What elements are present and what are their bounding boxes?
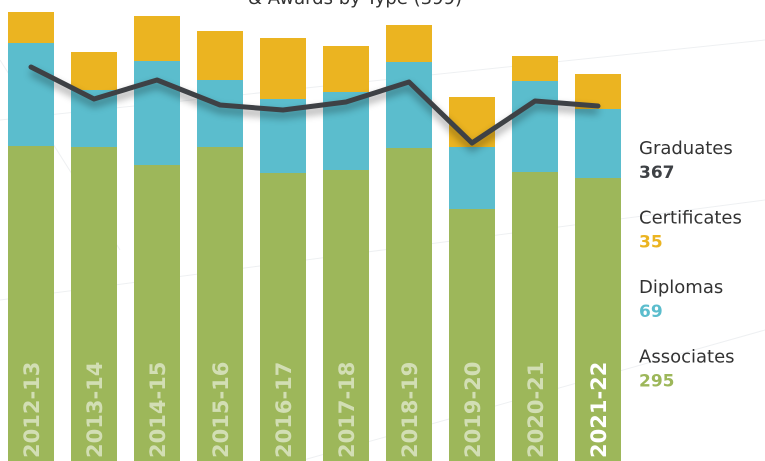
year-label: 2021-22 (587, 362, 611, 458)
legend-value: 367 (639, 163, 675, 183)
line-shadow (29, 69, 599, 152)
bar-segment (134, 61, 180, 165)
year-label: 2016-17 (272, 362, 296, 458)
legend-name: Certificates (639, 208, 742, 229)
year-label: 2013-14 (83, 362, 107, 458)
legend-value: 35 (639, 233, 663, 253)
bar-segment (386, 25, 432, 62)
bar-segment (260, 38, 306, 99)
bar-segment (449, 147, 495, 209)
legend-name: Associates (639, 347, 735, 368)
bar-segment (71, 147, 117, 461)
bar-segment (134, 165, 180, 461)
bar-segment (8, 12, 54, 43)
legend-name: Diplomas (639, 277, 723, 298)
year-label: 2018-19 (398, 362, 422, 458)
bar-segment (512, 81, 558, 172)
year-label: 2020-21 (524, 362, 548, 458)
year-label: 2015-16 (209, 362, 233, 458)
bar-segment (512, 172, 558, 461)
bar-segment (386, 148, 432, 461)
legend-value: 69 (639, 302, 663, 322)
bar-segment (512, 56, 558, 81)
legend-value: 295 (639, 372, 675, 392)
bar-segment (134, 16, 180, 61)
bar-segment (260, 173, 306, 461)
year-label: 2017-18 (335, 362, 359, 458)
legend-name: Graduates (639, 138, 733, 159)
bar-segment (71, 52, 117, 90)
bar-segment (449, 209, 495, 461)
bar-segment (323, 170, 369, 461)
year-label: 2012-13 (20, 362, 44, 458)
bar-segment (8, 146, 54, 461)
bar-segment (323, 46, 369, 92)
bar-segment (575, 109, 621, 178)
year-label: 2019-20 (461, 362, 485, 458)
bar-segment (575, 178, 621, 461)
year-label: 2014-15 (146, 362, 170, 458)
bar-segment (8, 43, 54, 146)
chart-title: & Awards by Type (399) (248, 0, 462, 9)
graduates-line (28, 64, 601, 146)
bar-segment (197, 31, 243, 80)
bar-segment (197, 147, 243, 461)
